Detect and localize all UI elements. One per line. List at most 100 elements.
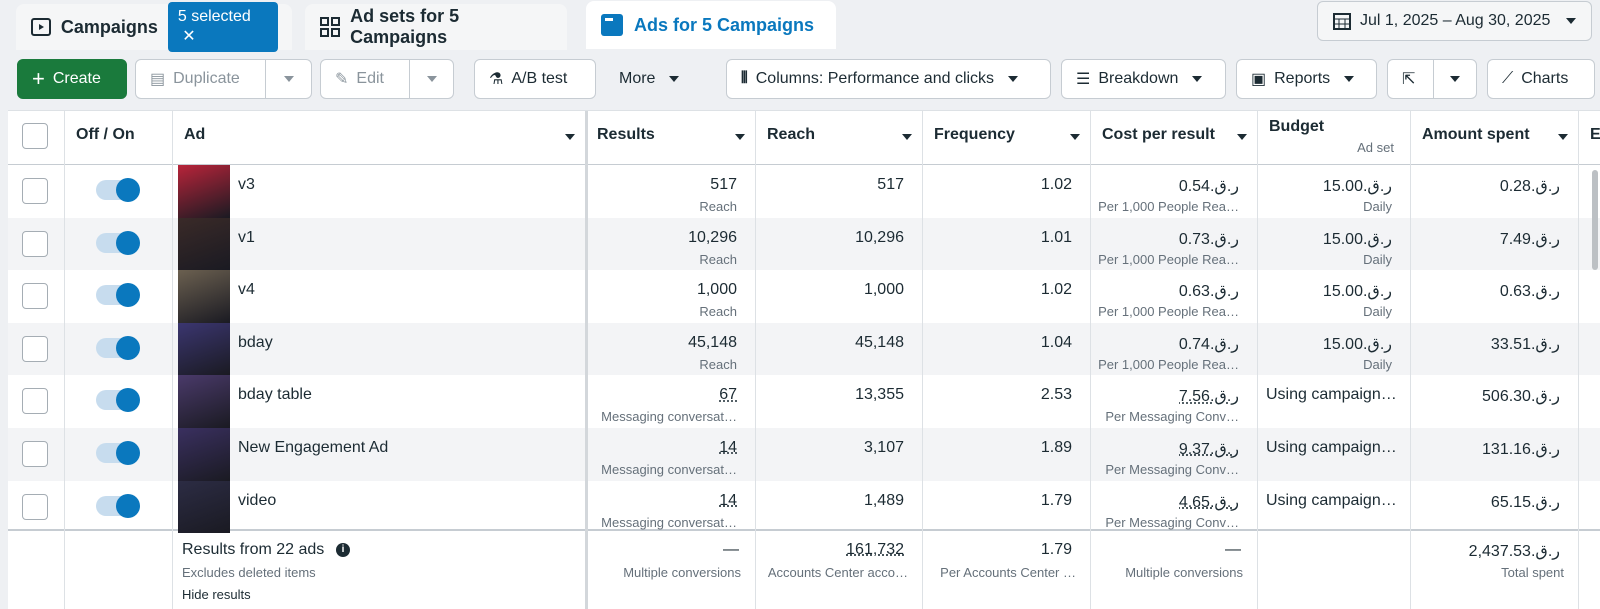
row-bg [8, 322, 1600, 376]
cell-value: 0.74.ر.ق [1178, 335, 1239, 353]
ad-thumbnail [178, 270, 230, 323]
cell-subtext: Per 1,000 People Rea… [1098, 304, 1239, 320]
cell-value: 0.73.ر.ق [1178, 230, 1239, 248]
ad-thumbnail [178, 322, 230, 376]
sort-caret [1558, 134, 1568, 140]
ad-name[interactable]: v4 [238, 281, 255, 299]
label: Edit [356, 70, 384, 87]
cell-value: 0.63.ر.ق [1499, 283, 1560, 301]
ads-table: Off / On Ad Results Reach Frequency Cost per … [8, 110, 1600, 609]
hide-results[interactable]: Hide results [182, 587, 251, 602]
footer-value: 2,437.53.ر.ق [1468, 543, 1560, 560]
cell-value: 1.02 [1040, 281, 1072, 299]
duplicate-button[interactable]: ▤ Duplicate [135, 59, 312, 99]
cell-value: 517 [710, 176, 737, 193]
cell-subtext: Per 1,000 People Rea… [1098, 199, 1239, 214]
cell-value: Using campaign… [1266, 491, 1397, 509]
export-button[interactable]: ⇱ [1387, 59, 1477, 99]
ab-test-button[interactable]: ⚗ A/B test [474, 59, 596, 99]
column-divider [755, 110, 756, 609]
column-divider [1410, 110, 1411, 609]
cell-subtext: Daily [1363, 356, 1392, 372]
ad-name[interactable]: v3 [238, 176, 255, 193]
cell-value: 506.30.ر.ق [1482, 388, 1560, 406]
ad-name[interactable]: bday [238, 333, 273, 351]
cell-value: 1.04 [1040, 333, 1072, 351]
column-header-sub: Ad set [1357, 140, 1394, 155]
toggle-knob [116, 335, 140, 360]
sort-caret [1237, 134, 1247, 140]
ads-tab[interactable]: Ads for 5 Campaigns [586, 1, 836, 49]
row-checkbox[interactable] [22, 335, 48, 362]
cell-value: Using campaign… [1266, 439, 1397, 456]
column-header[interactable]: Amount spent [1422, 126, 1530, 143]
ad-name[interactable]: v1 [238, 228, 255, 246]
info-icon: i [336, 543, 350, 557]
column-header[interactable]: Frequency [934, 126, 1015, 143]
label: Create [52, 70, 101, 87]
cell-value: 33.51.ر.ق [1490, 335, 1560, 353]
column-header[interactable]: Ad [184, 126, 206, 143]
cell-value: Using campaign… [1266, 386, 1397, 404]
column-header[interactable]: Off / On [76, 126, 135, 143]
row-checkbox[interactable] [22, 441, 48, 467]
adsets-tab[interactable]: Ad sets for 5 Campaigns [305, 4, 567, 50]
row-bg [8, 375, 1600, 428]
ad-name[interactable]: video [238, 491, 277, 509]
campaigns-tab[interactable]: Campaigns 5 selected ✕ [16, 2, 292, 52]
label: Reports [1274, 70, 1331, 87]
cell-value: 67 [719, 386, 737, 404]
cell-subtext: Daily [1363, 304, 1392, 320]
row-checkbox[interactable] [22, 178, 48, 204]
footer-subtext: Multiple conversions [1125, 565, 1243, 580]
row-checkbox[interactable] [22, 388, 48, 415]
cell-value: 4.65.ر.ق [1178, 493, 1239, 511]
edit-button[interactable]: ✎ Edit [320, 59, 454, 99]
ad-thumbnail [178, 165, 230, 218]
create-button[interactable]: + Create [17, 59, 127, 99]
tab-label: Ad sets for 5 Campaigns [350, 6, 460, 47]
sort-caret [1070, 134, 1080, 140]
row-bg [8, 165, 1600, 218]
tab-label: Ads for 5 Campaigns [634, 14, 815, 35]
column-divider [1578, 110, 1579, 609]
reports-button[interactable]: ▣ Reports [1236, 59, 1377, 99]
cell-value: 1.01 [1040, 228, 1072, 246]
ad-thumbnail [178, 480, 230, 534]
column-divider [64, 110, 65, 609]
column-header[interactable]: Cost per result [1102, 126, 1215, 143]
row-bg [8, 480, 1600, 534]
cell-value: 15.00.ر.ق [1322, 283, 1392, 301]
label: Duplicate [173, 70, 240, 87]
footer-subtext: Accounts Center acco… [767, 565, 908, 580]
cell-subtext: Reach [699, 251, 737, 267]
columns-button[interactable]: ⫴ Columns: Performance and clicks [726, 59, 1051, 99]
breakdown-button[interactable]: ☰ Breakdown [1061, 59, 1226, 99]
footer-subtext: Per Accounts Center … [940, 565, 1076, 580]
column-header[interactable]: Results [597, 126, 655, 143]
row-checkbox[interactable] [22, 283, 48, 310]
header-checkbox[interactable] [22, 123, 48, 149]
column-header[interactable]: Reach [767, 126, 816, 143]
column-header[interactable]: E [1590, 126, 1600, 143]
sort-caret [902, 134, 912, 140]
selection-badge[interactable]: 5 selected ✕ [167, 2, 278, 52]
row-checkbox[interactable] [22, 493, 48, 520]
cell-value: 15.00.ر.ق [1322, 230, 1392, 248]
date-picker[interactable]: Jul 1, 2025 – Aug 30, 2025 [1317, 1, 1592, 41]
ad-name[interactable]: bday table [238, 386, 312, 404]
ad-name[interactable]: New Engagement Ad [238, 439, 389, 456]
footer-label: Results from 22 ads [182, 541, 325, 558]
cell-subtext: Per Messaging Conv… [1105, 514, 1239, 530]
cell-value: 10,296 [688, 228, 737, 246]
cell-value: 3,107 [863, 439, 904, 456]
header-border [8, 164, 1600, 165]
charts-button[interactable]: ⟋ Charts [1487, 59, 1595, 99]
footer-value: 161,732 [846, 541, 904, 558]
column-header[interactable]: Budget [1269, 118, 1325, 135]
cell-value: 0.28.ر.ق [1499, 178, 1560, 195]
more-button[interactable]: More [604, 59, 704, 99]
cell-value: 1,489 [863, 491, 904, 509]
label: Breakdown [1098, 70, 1179, 87]
row-checkbox[interactable] [22, 230, 48, 257]
